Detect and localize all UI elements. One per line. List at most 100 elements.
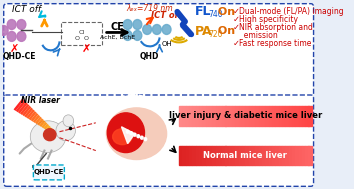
Bar — [298, 106, 302, 126]
Bar — [179, 106, 182, 126]
Text: CE: CE — [111, 22, 125, 32]
Polygon shape — [121, 127, 135, 144]
Text: Cl: Cl — [79, 30, 85, 35]
Circle shape — [143, 25, 152, 34]
Text: NIR laser: NIR laser — [22, 96, 60, 105]
Text: High specificity: High specificity — [239, 15, 298, 24]
Text: ICT on: ICT on — [151, 11, 181, 20]
Circle shape — [153, 25, 161, 34]
Bar — [262, 146, 266, 166]
Text: Dual-mode (FL/PA) imaging: Dual-mode (FL/PA) imaging — [239, 7, 344, 16]
FancyBboxPatch shape — [4, 95, 314, 186]
Bar — [252, 146, 255, 166]
Ellipse shape — [113, 129, 132, 145]
Ellipse shape — [107, 108, 167, 160]
Bar — [292, 146, 295, 166]
Ellipse shape — [44, 129, 56, 141]
Bar — [272, 106, 275, 126]
Bar — [308, 106, 312, 126]
Text: FL: FL — [195, 5, 211, 18]
Bar — [209, 146, 212, 166]
Text: On: On — [215, 7, 235, 17]
Bar — [209, 106, 212, 126]
Text: QHD: QHD — [140, 52, 159, 61]
Bar — [182, 106, 186, 126]
Text: ✓: ✓ — [233, 7, 240, 16]
Text: liver injury & diabetic mice liver: liver injury & diabetic mice liver — [169, 111, 322, 120]
Bar — [242, 106, 245, 126]
Bar — [219, 106, 222, 126]
Circle shape — [133, 19, 142, 29]
Bar — [255, 106, 259, 126]
Circle shape — [123, 19, 132, 29]
Circle shape — [63, 115, 74, 127]
Text: NIR absorption and: NIR absorption and — [239, 23, 313, 32]
Bar — [262, 106, 266, 126]
FancyBboxPatch shape — [0, 0, 318, 189]
Circle shape — [130, 132, 132, 135]
Bar — [305, 146, 309, 166]
Bar — [189, 146, 192, 166]
Bar — [192, 146, 196, 166]
Bar — [289, 106, 292, 126]
Bar — [305, 106, 309, 126]
Circle shape — [7, 19, 16, 29]
Bar — [212, 146, 216, 166]
Bar — [239, 106, 242, 126]
Bar — [295, 106, 298, 126]
Circle shape — [162, 25, 171, 34]
Text: ✗: ✗ — [81, 44, 91, 54]
Bar — [235, 146, 239, 166]
Bar — [285, 106, 289, 126]
Bar — [249, 106, 252, 126]
Bar — [275, 106, 279, 126]
Bar — [249, 146, 252, 166]
Bar — [199, 146, 202, 166]
Bar — [199, 106, 202, 126]
Circle shape — [17, 19, 26, 29]
Bar — [279, 106, 282, 126]
Bar — [255, 146, 259, 166]
Text: 740: 740 — [208, 10, 223, 19]
Text: ✓: ✓ — [233, 23, 240, 32]
Ellipse shape — [107, 113, 144, 153]
Bar — [196, 146, 199, 166]
Text: ✗: ✗ — [10, 44, 19, 54]
Circle shape — [133, 30, 142, 40]
Text: AchE, BchE: AchE, BchE — [100, 35, 136, 40]
Circle shape — [17, 31, 26, 41]
Bar — [259, 146, 262, 166]
Bar — [295, 146, 298, 166]
Bar — [222, 106, 225, 126]
Bar — [225, 106, 229, 126]
Circle shape — [0, 26, 8, 35]
Bar — [282, 146, 285, 166]
Bar — [308, 146, 312, 166]
Bar — [235, 106, 239, 126]
Text: emission: emission — [239, 31, 278, 40]
Bar — [182, 146, 186, 166]
Bar — [239, 146, 242, 166]
Bar — [216, 146, 219, 166]
Bar — [285, 146, 289, 166]
Bar — [196, 106, 199, 126]
Circle shape — [7, 31, 16, 41]
Bar — [185, 106, 189, 126]
Bar — [289, 146, 292, 166]
Text: On: On — [215, 26, 235, 36]
Bar — [179, 146, 182, 166]
FancyBboxPatch shape — [61, 22, 102, 45]
Text: Fast response time: Fast response time — [239, 39, 312, 48]
Bar — [298, 146, 302, 166]
Ellipse shape — [30, 121, 66, 153]
Bar — [265, 106, 269, 126]
FancyBboxPatch shape — [4, 4, 314, 97]
Text: O  O: O O — [75, 36, 88, 41]
Circle shape — [141, 136, 143, 139]
Bar — [216, 106, 219, 126]
Bar — [265, 146, 269, 166]
Bar — [212, 106, 216, 126]
Circle shape — [137, 135, 139, 138]
Text: λₑₓ=719 nm: λₑₓ=719 nm — [126, 4, 173, 13]
Bar — [189, 106, 192, 126]
